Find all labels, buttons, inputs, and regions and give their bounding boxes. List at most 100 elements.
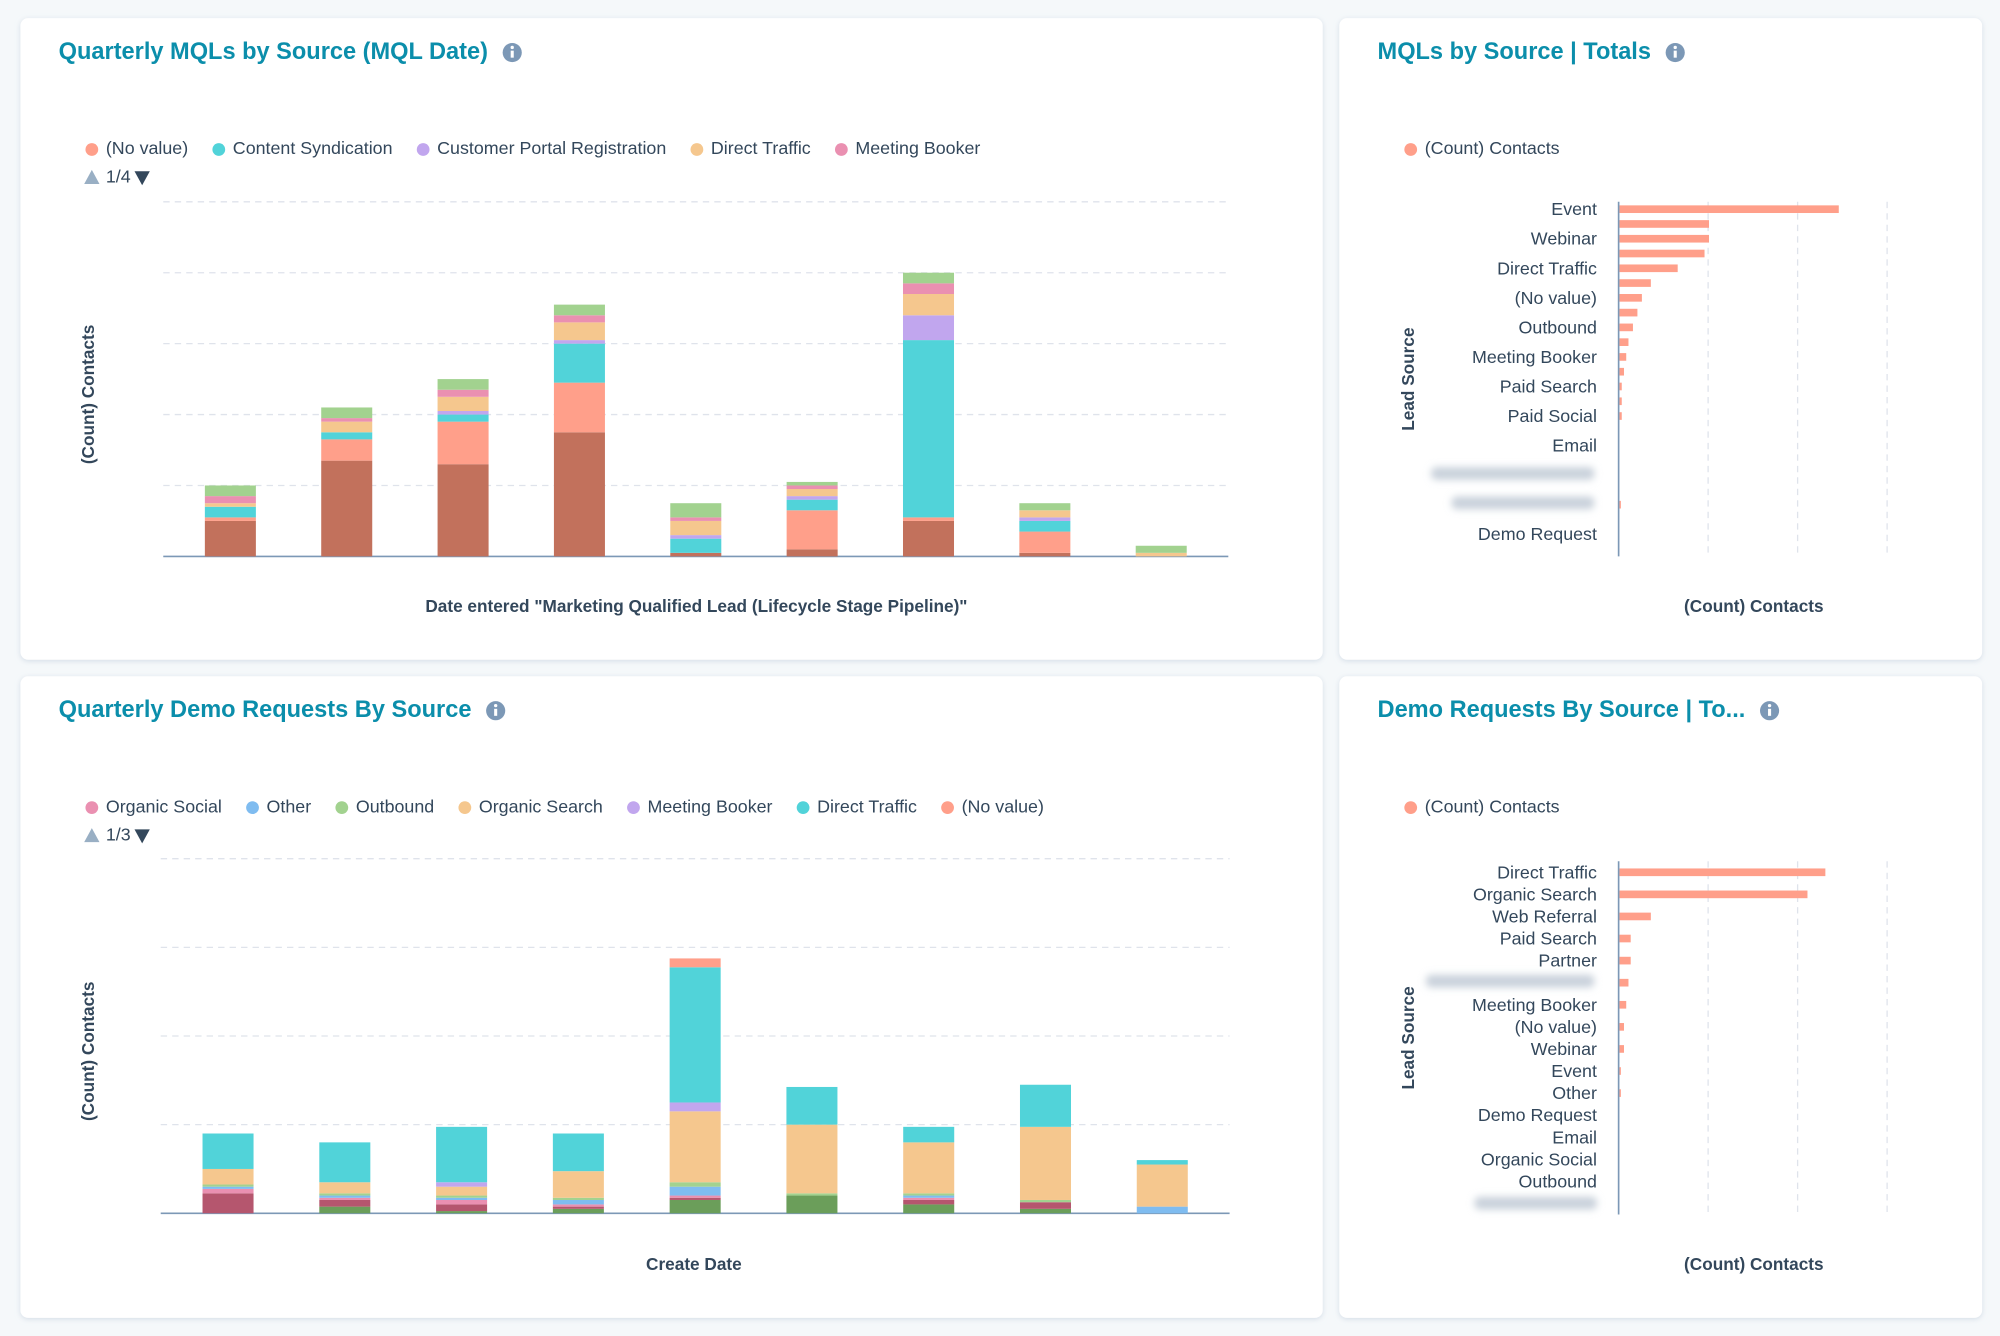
bar-segment[interactable] (1019, 503, 1071, 511)
bar-segment[interactable] (786, 1086, 838, 1125)
legend-label[interactable]: (No value) (962, 796, 1044, 816)
bar-segment[interactable] (553, 343, 605, 383)
bar[interactable] (1619, 912, 1651, 921)
bar[interactable] (1619, 249, 1705, 258)
bar-segment[interactable] (670, 552, 722, 557)
bar-segment[interactable] (669, 967, 721, 1103)
bar-segment[interactable] (903, 1142, 955, 1194)
bar-segment[interactable] (669, 958, 721, 968)
bar-segment[interactable] (553, 315, 605, 323)
legend-label[interactable]: Outbound (356, 796, 434, 816)
bar[interactable] (1619, 264, 1678, 273)
bar-segment[interactable] (669, 1195, 721, 1198)
bar-segment[interactable] (319, 1199, 371, 1207)
bar-segment[interactable] (902, 272, 955, 284)
bar-segment[interactable] (437, 411, 489, 415)
bar-segment[interactable] (436, 1197, 488, 1200)
bar-segment[interactable] (669, 1182, 721, 1187)
bar-segment[interactable] (321, 460, 373, 557)
bar-segment[interactable] (902, 293, 955, 316)
bar-segment[interactable] (553, 304, 605, 316)
bar-segment[interactable] (1019, 552, 1071, 557)
chart-title[interactable]: Quarterly Demo Requests By Source (59, 696, 472, 722)
legend-label[interactable]: Customer Portal Registration (437, 138, 666, 158)
bar-segment[interactable] (204, 517, 256, 521)
bar[interactable] (1619, 1000, 1627, 1009)
bar-segment[interactable] (437, 389, 489, 397)
bar[interactable] (1619, 367, 1624, 376)
bar-segment[interactable] (1019, 1126, 1072, 1200)
chart-title[interactable]: MQLs by Source | Totals (1378, 38, 1651, 64)
bar-segment[interactable] (786, 499, 838, 511)
legend-next[interactable] (134, 829, 150, 844)
bar-segment[interactable] (1135, 545, 1187, 553)
legend-prev[interactable] (84, 828, 100, 843)
bar-segment[interactable] (437, 396, 489, 412)
bar-segment[interactable] (1136, 1206, 1188, 1214)
bar-segment[interactable] (669, 1111, 721, 1183)
legend-next[interactable] (134, 171, 150, 186)
bar-segment[interactable] (552, 1197, 604, 1200)
legend-label[interactable]: Other (267, 796, 312, 816)
legend-label[interactable]: Organic Search (479, 796, 603, 816)
bar[interactable] (1619, 1089, 1621, 1097)
legend-label[interactable]: Meeting Booker (648, 796, 773, 816)
bar-segment[interactable] (903, 1199, 955, 1205)
bar-segment[interactable] (902, 340, 955, 518)
bar-segment[interactable] (902, 283, 955, 294)
bar-segment[interactable] (552, 1171, 604, 1198)
legend-label[interactable]: Direct Traffic (711, 138, 811, 158)
bar-segment[interactable] (319, 1182, 371, 1194)
legend-prev[interactable] (84, 169, 100, 184)
bar-segment[interactable] (786, 1193, 838, 1196)
bar-segment[interactable] (1019, 517, 1071, 521)
bar-segment[interactable] (786, 1124, 838, 1194)
legend-label[interactable]: (No value) (106, 138, 188, 158)
bar-segment[interactable] (202, 1184, 254, 1187)
bar-segment[interactable] (670, 503, 722, 518)
bar-segment[interactable] (1019, 531, 1071, 553)
bar-segment[interactable] (1136, 1164, 1188, 1207)
bar-segment[interactable] (786, 481, 838, 486)
bar-segment[interactable] (436, 1182, 488, 1187)
bar-segment[interactable] (437, 421, 489, 465)
bar-segment[interactable] (553, 432, 605, 557)
bar-segment[interactable] (1019, 510, 1071, 518)
bar-segment[interactable] (1019, 1199, 1072, 1203)
bar[interactable] (1619, 353, 1627, 361)
bar-segment[interactable] (436, 1204, 488, 1212)
bar-segment[interactable] (319, 1195, 371, 1198)
bar-segment[interactable] (902, 520, 955, 557)
bar-segment[interactable] (786, 496, 838, 500)
bar-segment[interactable] (202, 1168, 254, 1185)
bar-segment[interactable] (319, 1142, 371, 1183)
chart-title[interactable]: Demo Requests By Source | To... (1378, 696, 1746, 722)
bar-segment[interactable] (669, 1199, 721, 1214)
bar[interactable] (1619, 308, 1638, 317)
bar-segment[interactable] (669, 1197, 721, 1200)
bar[interactable] (1619, 412, 1622, 420)
bar[interactable] (1619, 1023, 1624, 1031)
bar[interactable] (1619, 323, 1633, 332)
bar[interactable] (1619, 234, 1710, 243)
bar-segment[interactable] (1136, 1160, 1188, 1165)
bar-segment[interactable] (553, 322, 605, 341)
bar[interactable] (1619, 978, 1629, 987)
bar-segment[interactable] (204, 506, 256, 518)
legend-label[interactable]: (Count) Contacts (1425, 138, 1560, 158)
bar-segment[interactable] (670, 535, 722, 539)
bar-segment[interactable] (319, 1197, 371, 1200)
bar-segment[interactable] (786, 485, 838, 490)
bar-segment[interactable] (552, 1204, 604, 1207)
bar-segment[interactable] (436, 1126, 488, 1183)
bar-segment[interactable] (552, 1199, 604, 1205)
bar[interactable] (1619, 1045, 1624, 1053)
bar-segment[interactable] (786, 489, 838, 497)
bar-segment[interactable] (903, 1197, 955, 1200)
bar-segment[interactable] (669, 1186, 721, 1196)
bar-segment[interactable] (902, 315, 955, 341)
bar-segment[interactable] (204, 503, 256, 507)
legend-label[interactable]: (Count) Contacts (1425, 796, 1560, 816)
bar[interactable] (1619, 205, 1839, 214)
bar-segment[interactable] (204, 520, 256, 557)
